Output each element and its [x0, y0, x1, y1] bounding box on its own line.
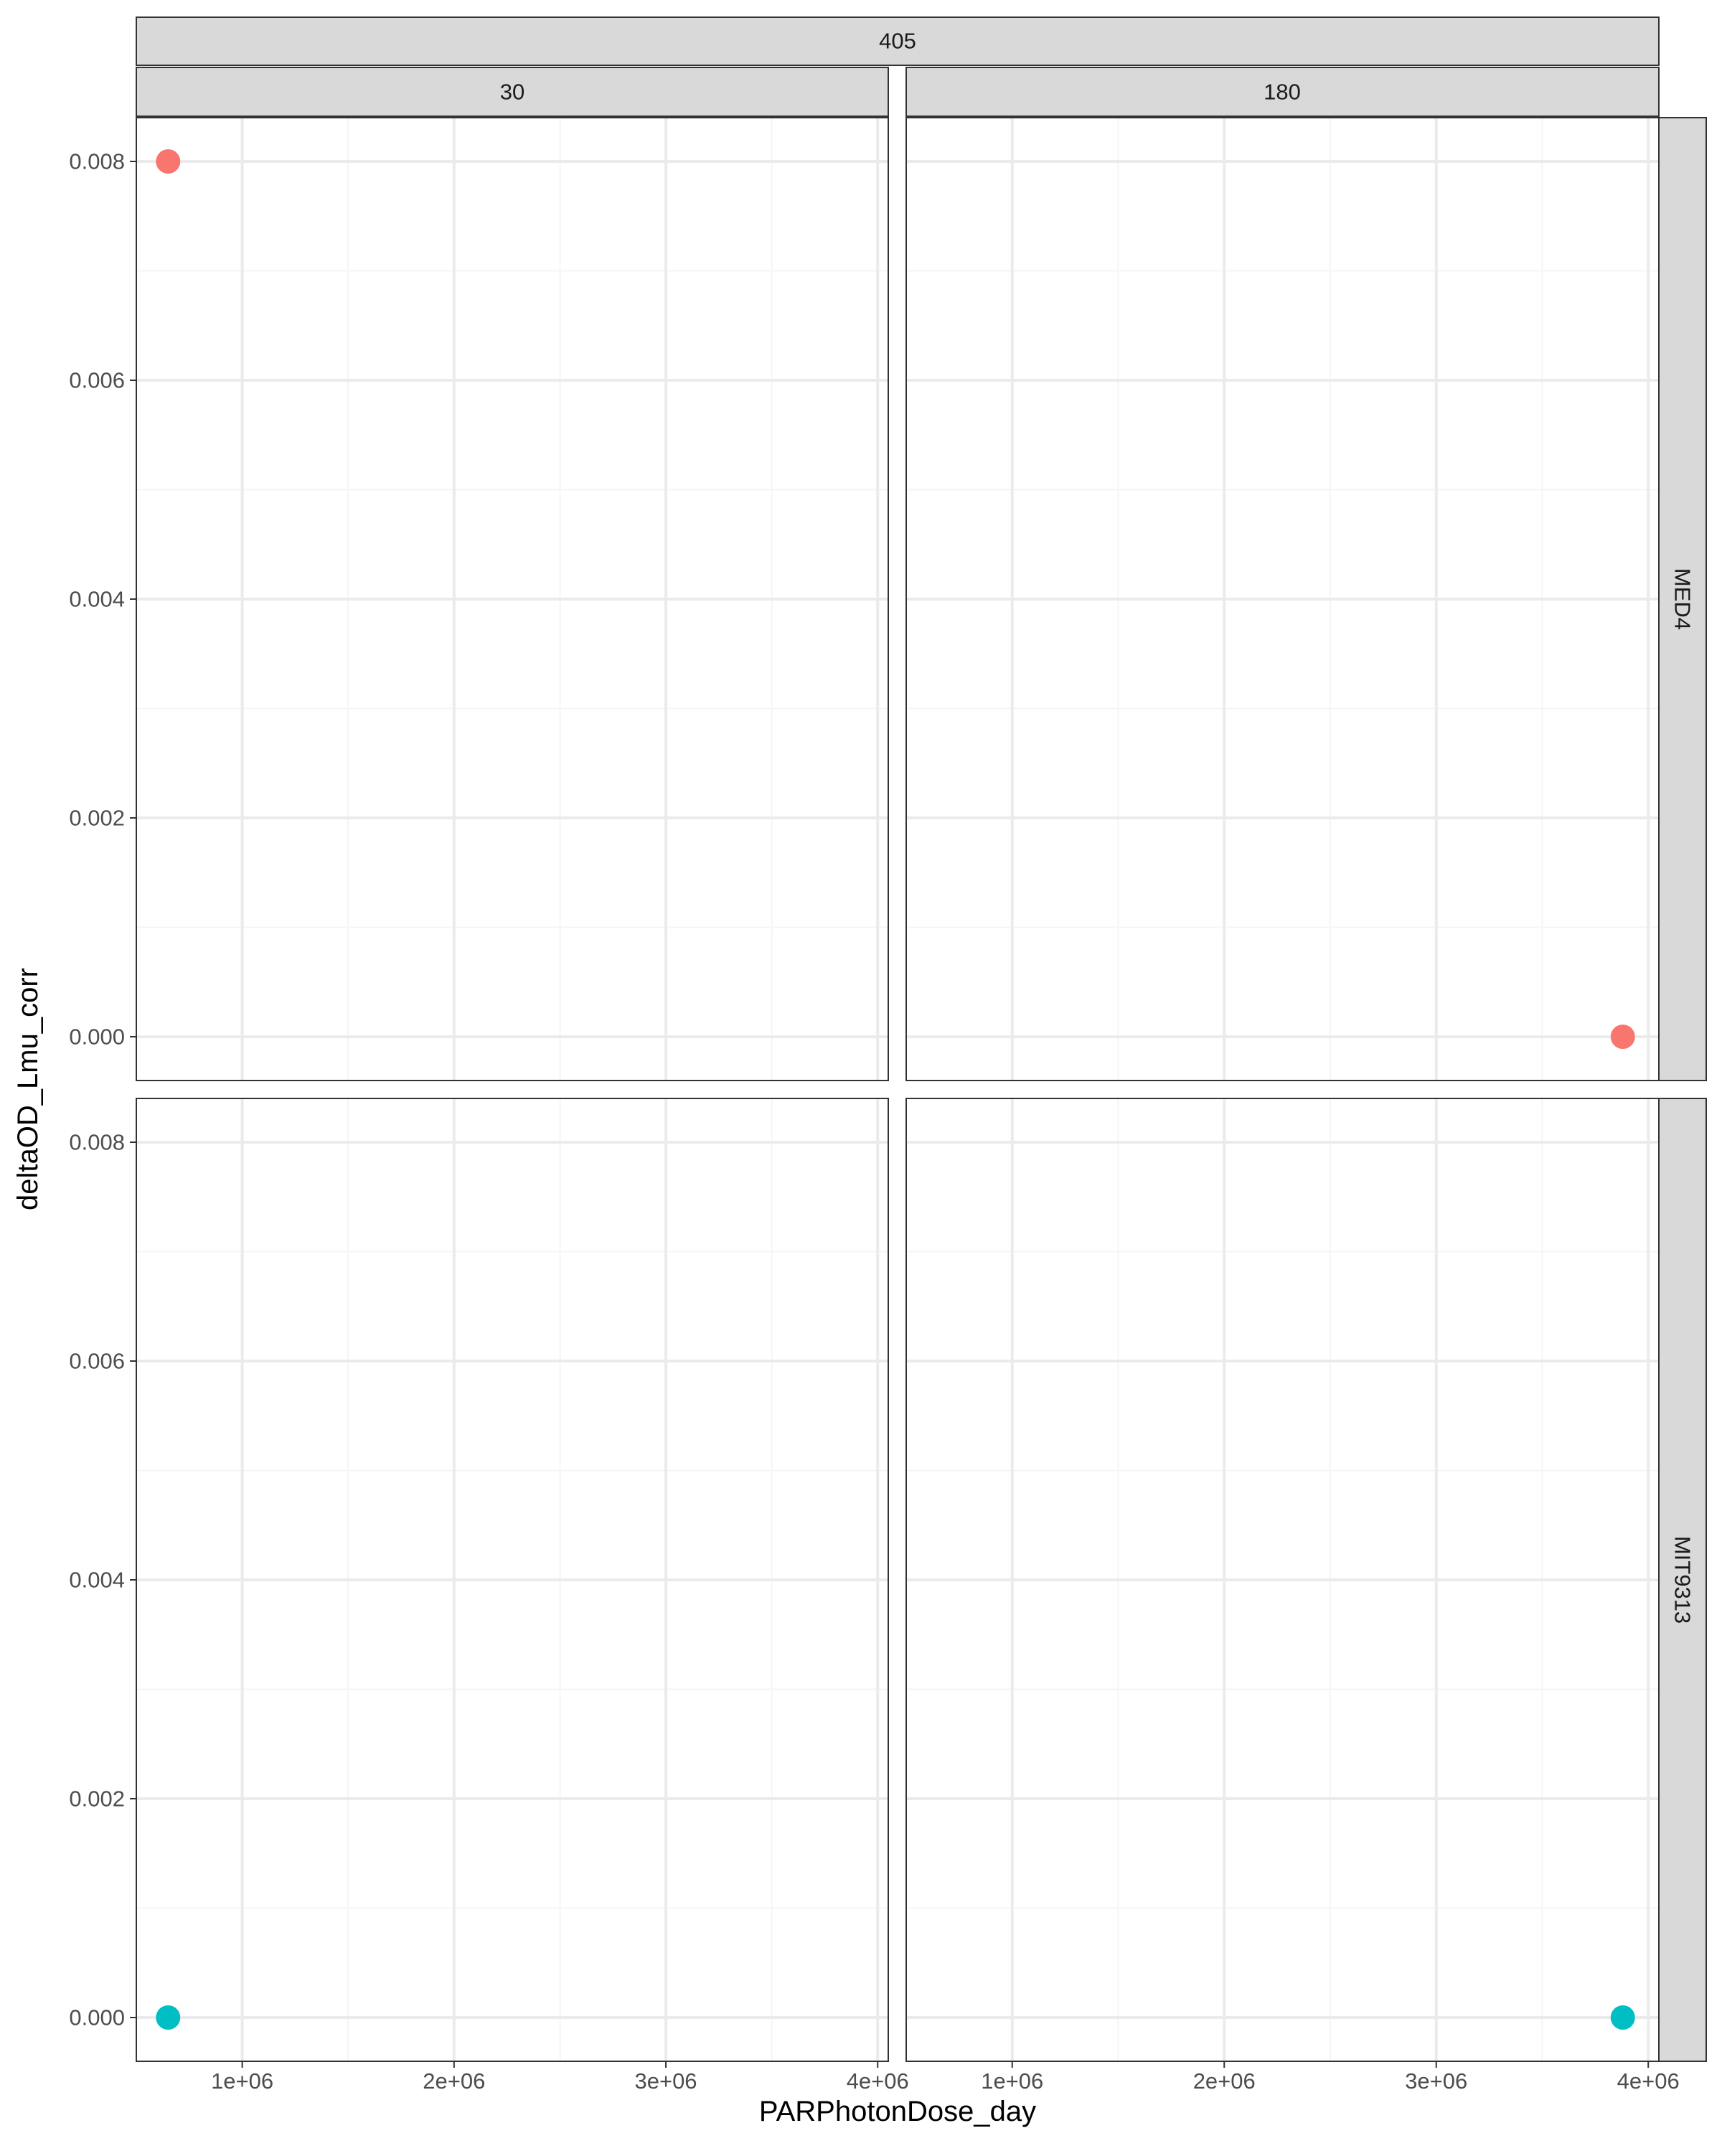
panel-med4-30: 0.000 0.002 0.004 0.006 0.008: [69, 117, 889, 1081]
data-point-mit9313-30: [156, 2005, 181, 2030]
y-axis-title: deltaOD_Lmu_corr: [12, 968, 44, 1210]
panel-mit9313-30: 1e+06 2e+06 3e+06 4e+06 0.000 0.002 0.004 0.006…: [69, 1098, 909, 2094]
panel-border: [905, 1098, 1660, 2062]
x-tick-label: 3e+06: [1405, 2068, 1467, 2094]
x-tick-label: 2e+06: [423, 2068, 485, 2094]
top-strip-background: [136, 17, 1660, 66]
panel-border: [905, 117, 1660, 1081]
x-tick-label: 1e+06: [211, 2068, 273, 2094]
x-tick-label: 4e+06: [1617, 2068, 1680, 2094]
data-point-med4-30: [156, 149, 181, 174]
y-tick-label: 0.006: [69, 1349, 125, 1374]
y-tick-label: 0.004: [69, 1568, 125, 1593]
row-strip-background-mit9313: [1658, 1098, 1707, 2062]
y-tick-label: 0.008: [69, 1130, 125, 1155]
x-tick-label: 4e+06: [847, 2068, 909, 2094]
y-tick-label: 0.000: [69, 2005, 125, 2030]
x-axis-title: PARPhotonDose_day: [759, 2096, 1036, 2127]
top-strip-label: 405: [879, 29, 916, 54]
y-tick-label: 0.004: [69, 587, 125, 612]
column-strip-background-30: [136, 67, 889, 117]
y-tick-label: 0.000: [69, 1025, 125, 1050]
y-tick-label: 0.002: [69, 806, 125, 831]
row-strip-background-med4: [1658, 117, 1707, 1081]
y-tick-label: 0.006: [69, 368, 125, 393]
y-tick-label: 0.002: [69, 1787, 125, 1812]
data-point-mit9313-180: [1610, 2005, 1635, 2030]
x-tick-label: 2e+06: [1193, 2068, 1256, 2094]
data-point-med4-180: [1610, 1025, 1635, 1049]
y-tick-label: 0.008: [69, 149, 125, 174]
panels-layer: 0.000 0.002 0.004 0.006 0.008 1e+06 2e+06 3e+06…: [69, 117, 1680, 2094]
column-strip-label-180: 180: [1264, 80, 1301, 105]
column-strip-background-180: [905, 67, 1660, 117]
row-strip-label-med4: MED4: [1670, 568, 1695, 630]
column-strip-label-30: 30: [500, 80, 524, 105]
row-strip-label-mit9313: MIT9313: [1670, 1536, 1695, 1624]
panel-mit9313-180: 1e+06 2e+06 3e+06 4e+06: [905, 1098, 1680, 2094]
x-tick-label: 1e+06: [981, 2068, 1043, 2094]
panel-med4-180: [905, 117, 1660, 1081]
x-tick-label: 3e+06: [634, 2068, 697, 2094]
